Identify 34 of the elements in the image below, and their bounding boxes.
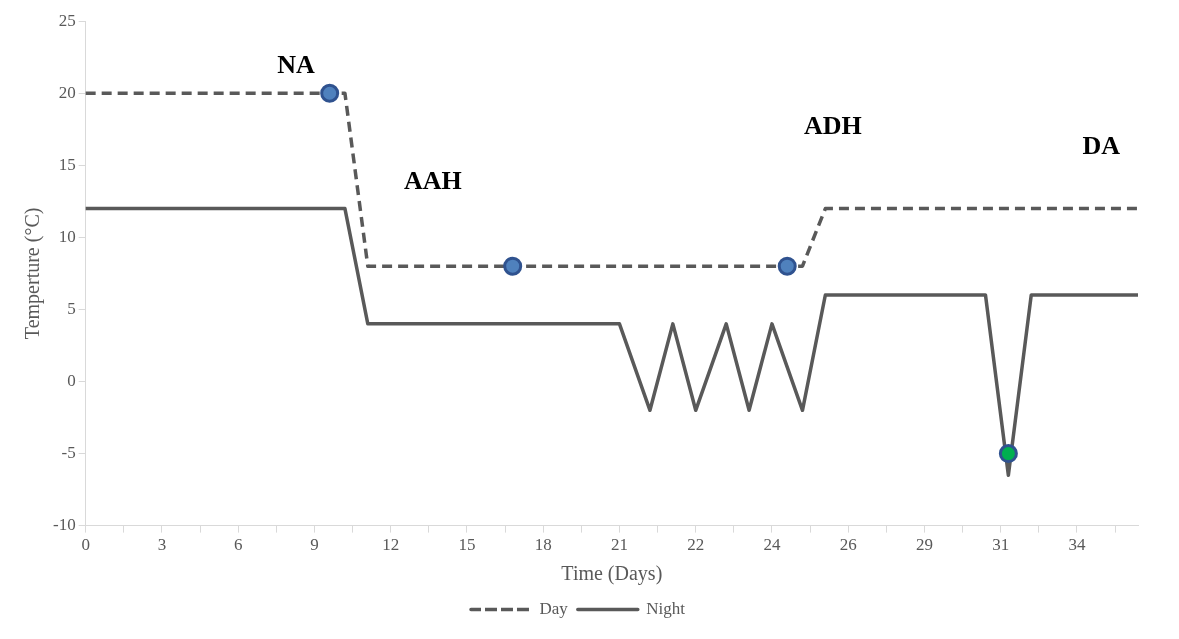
y-tick-label: 20 <box>58 82 76 102</box>
annotation: NA <box>277 50 316 80</box>
x-tick-label: 24 <box>763 535 781 555</box>
annotation: ADH <box>803 110 862 140</box>
x-tick-label: 21 <box>610 535 628 555</box>
x-tick-label: 26 <box>839 535 857 555</box>
y-axis-title: Temperture (°C) <box>21 207 45 340</box>
legend-label: Night <box>646 598 686 618</box>
x-tick-label: 3 <box>157 535 167 555</box>
x-tick-label: 31 <box>992 535 1010 555</box>
y-tick-label: 0 <box>67 370 76 390</box>
point <box>320 83 340 103</box>
x-tick-label: 34 <box>1068 535 1086 555</box>
y-tick-label: 25 <box>58 10 76 30</box>
x-tick-label: 6 <box>233 535 243 555</box>
y-tick-label: -5 <box>61 443 76 463</box>
y-tick-label: 5 <box>67 298 76 318</box>
x-tick-label: 0 <box>81 535 90 555</box>
annotation: DA <box>1082 131 1121 161</box>
x-tick-label: 15 <box>458 535 476 555</box>
legend-label: Day <box>539 598 569 618</box>
x-tick-label: 29 <box>915 535 933 555</box>
x-axis-title: Time (Days) <box>561 562 663 586</box>
x-tick-label: 12 <box>382 535 400 555</box>
point <box>998 444 1018 464</box>
point <box>503 256 523 276</box>
x-tick-label: 9 <box>310 535 319 555</box>
x-tick-label: 18 <box>534 535 552 555</box>
annotation: AAH <box>404 166 462 196</box>
y-tick-label: -10 <box>52 515 76 535</box>
y-tick-label: 15 <box>58 154 76 174</box>
y-tick-label: 10 <box>58 226 76 246</box>
x-tick-label: 22 <box>687 535 705 555</box>
point <box>777 256 797 276</box>
